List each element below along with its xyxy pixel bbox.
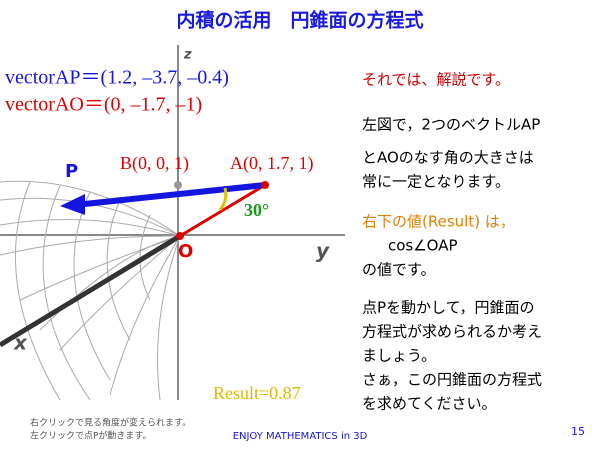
vector-ao-label: vectorAO＝(0, –1.7, –1) xyxy=(5,94,202,116)
angle-arc xyxy=(218,187,228,211)
point-b xyxy=(174,181,182,189)
text-line: 点Pを動かして，円錐面の xyxy=(362,299,535,317)
angle-label: 30° xyxy=(244,200,269,220)
explanation: それでは、解説です。 左図で，2つのベクトルAP とAOのなす角の大きさは 常に… xyxy=(362,71,542,413)
text-line: 常に一定となります。 xyxy=(362,173,510,191)
figure: vectorAP＝(1.2, –3.7, –0.4) vectorAO＝(0, … xyxy=(0,45,345,403)
help: 右クリックで見る角度が変えられます。 xyxy=(30,417,191,429)
vector-ap-label: vectorAP＝(1.2, –3.7, –0.4) xyxy=(5,67,229,89)
title: 内積の活用 円錐面の方程式 xyxy=(176,9,423,32)
vector-ao xyxy=(179,183,266,238)
text-line: とAOのなす角の大きさは xyxy=(362,149,534,167)
formula: cos∠OAP xyxy=(388,237,458,255)
p-label: P xyxy=(65,161,78,182)
brand: ENJOY MATHEMATICS in 3D xyxy=(233,431,368,442)
point-o xyxy=(176,232,184,240)
x-axis xyxy=(0,233,182,348)
y-label: y xyxy=(316,239,330,263)
b-label: B(0, 0, 1) xyxy=(120,153,189,174)
text-line: 方程式が求められるか考え xyxy=(362,323,542,341)
text-line: の値です。 xyxy=(362,261,436,279)
vector-ap xyxy=(74,182,266,208)
x-label: x xyxy=(13,331,28,355)
a-label: A(0, 1.7, 1) xyxy=(230,153,314,174)
z-label: z xyxy=(183,48,192,63)
help: 左クリックで点Pが動きます。 xyxy=(30,430,152,442)
point-a xyxy=(261,181,269,189)
result: Result=0.87 xyxy=(213,383,301,403)
text-line: 左図で，2つのベクトルAP xyxy=(362,116,540,134)
text-line: さぁ，この円錐面の方程式 xyxy=(362,371,542,389)
arrow-head xyxy=(60,194,85,215)
text-line: を求めてください。 xyxy=(362,395,497,413)
o-label: O xyxy=(178,241,193,262)
page-number: 15 xyxy=(571,425,585,438)
text-line: ましょう。 xyxy=(362,347,436,365)
intro: それでは、解説です。 xyxy=(362,71,510,89)
result-note: 右下の値(Result) は， xyxy=(362,213,515,231)
